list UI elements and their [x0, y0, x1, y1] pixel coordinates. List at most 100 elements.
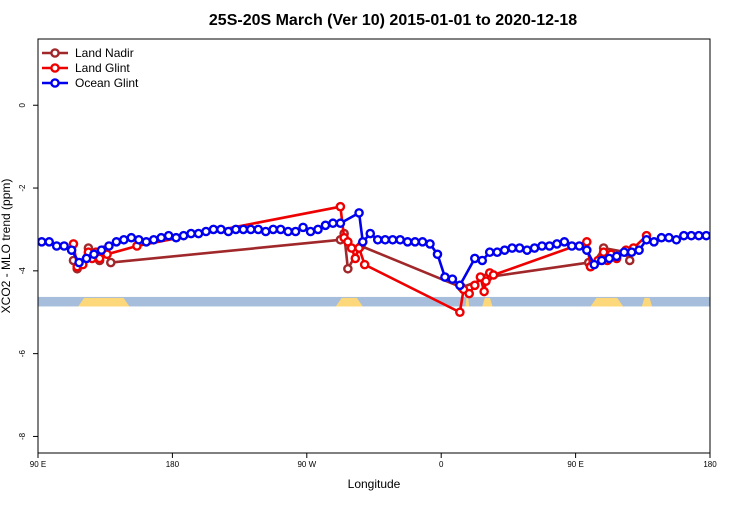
data-point-ocean-glint [417, 237, 428, 247]
data-point-ocean-glint [283, 226, 293, 237]
data-point-ocean-glint [74, 257, 84, 268]
data-point-ocean-glint [537, 241, 547, 251]
y-axis: 0 -2 -4 -6 -8 [18, 102, 38, 440]
data-point-ocean-glint [156, 232, 166, 243]
data-point-land-glint [346, 243, 357, 253]
data-point-ocean-glint [410, 237, 420, 247]
data-point-ocean-glint [395, 234, 405, 245]
data-point-ocean-glint [432, 249, 443, 260]
data-point-ocean-glint [671, 234, 682, 245]
legend-marker [50, 48, 60, 58]
data-point-land-glint [464, 288, 475, 299]
data-point-ocean-glint [148, 234, 159, 245]
legend-label: Land Nadir [75, 46, 134, 60]
data-point-ocean-glint [686, 230, 697, 241]
data-point-ocean-glint [328, 218, 338, 229]
data-point-land-nadir [343, 263, 353, 274]
data-point-ocean-glint [260, 226, 271, 237]
data-point-ocean-glint [492, 247, 503, 258]
data-point-ocean-glint [66, 245, 77, 255]
data-point-ocean-glint [238, 224, 249, 235]
data-point-ocean-glint [171, 232, 181, 243]
data-point-land-glint [359, 259, 370, 270]
data-point-ocean-glint [245, 224, 256, 235]
data-point-ocean-glint [626, 247, 637, 258]
data-point-ocean-glint [589, 259, 600, 270]
data-point-ocean-glint [357, 237, 368, 247]
data-point-ocean-glint [305, 226, 316, 237]
data-point-ocean-glint [529, 243, 540, 253]
data-point-land-glint [479, 286, 489, 297]
x-tick-label: 90 W [297, 460, 316, 469]
data-point-ocean-glint [290, 226, 301, 237]
data-point-ocean-glint [335, 218, 346, 229]
data-point-ocean-glint [440, 272, 450, 282]
data-point-ocean-glint [604, 253, 615, 264]
data-point-ocean-glint [44, 237, 55, 247]
data-point-ocean-glint [559, 237, 570, 247]
data-point-ocean-glint [104, 241, 114, 251]
land-segment [335, 297, 363, 307]
x-axis-label: Longitude [348, 477, 401, 491]
data-point-ocean-glint [201, 226, 211, 237]
data-point-ocean-glint [484, 247, 495, 258]
data-point-land-glint [598, 247, 609, 258]
data-point-land-nadir [106, 257, 116, 268]
data-point-ocean-glint [544, 241, 555, 251]
legend-marker [50, 78, 60, 88]
data-point-ocean-glint [611, 251, 622, 262]
land-segment [78, 297, 130, 307]
data-point-ocean-glint [126, 232, 137, 243]
data-point-ocean-glint [694, 230, 704, 241]
ocean-strip [38, 296, 710, 307]
land-segment [641, 297, 653, 307]
data-point-ocean-glint [141, 237, 152, 247]
data-point-ocean-glint [567, 241, 577, 251]
land-segment [482, 297, 493, 307]
data-point-ocean-glint [193, 228, 204, 239]
data-point-ocean-glint [38, 237, 47, 247]
data-point-ocean-glint [365, 228, 376, 239]
data-point-ocean-glint [298, 222, 308, 233]
data-point-ocean-glint [163, 230, 174, 241]
x-tick-label: 180 [703, 460, 717, 469]
data-point-ocean-glint [223, 226, 234, 237]
data-point-ocean-glint [701, 230, 710, 241]
data-point-land-glint [455, 307, 465, 318]
data-point-ocean-glint [402, 237, 413, 247]
data-point-ocean-glint [178, 230, 189, 241]
data-point-ocean-glint [447, 274, 458, 284]
data-point-land-glint [488, 270, 499, 280]
x-axis: 90 E 180 90 W 0 90 E 180 [30, 453, 717, 469]
data-point-land-glint [350, 253, 361, 264]
legend-marker [50, 63, 60, 73]
x-tick-label: 0 [439, 460, 444, 469]
data-point-ocean-glint [268, 224, 279, 235]
data-point-ocean-glint [469, 253, 480, 264]
x-tick-label: 180 [166, 460, 180, 469]
data-point-ocean-glint [320, 220, 331, 231]
data-point-ocean-glint [507, 243, 517, 253]
x-tick-label: 90 E [567, 460, 583, 469]
data-point-ocean-glint [656, 232, 667, 243]
x-tick-label: 90 E [30, 460, 46, 469]
plot-area [38, 201, 710, 318]
data-point-ocean-glint [186, 228, 196, 239]
legend-label: Ocean Glint [75, 76, 139, 90]
data-point-ocean-glint [477, 255, 488, 266]
data-point-ocean-glint [641, 234, 652, 245]
data-point-ocean-glint [582, 245, 592, 255]
land-segment [465, 297, 470, 307]
data-point-ocean-glint [619, 247, 629, 258]
data-point-ocean-glint [111, 237, 122, 247]
data-point-ocean-glint [216, 224, 226, 235]
data-point-ocean-glint [380, 234, 391, 245]
data-point-ocean-glint [51, 241, 62, 251]
data-point-ocean-glint [574, 241, 585, 251]
data-point-land-glint [335, 201, 346, 212]
data-point-ocean-glint [664, 232, 674, 243]
y-tick-label: -4 [18, 267, 27, 275]
plot-frame [37, 38, 711, 454]
data-point-ocean-glint [425, 239, 435, 249]
